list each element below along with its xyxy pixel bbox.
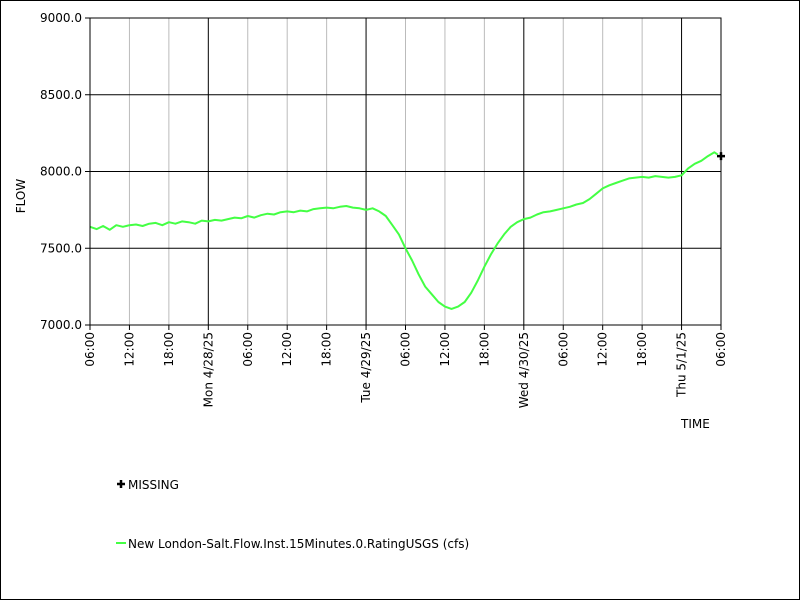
- x-tick-label: 06:00: [714, 332, 728, 367]
- x-tick-label: 06:00: [83, 332, 97, 367]
- y-tick-label: 8000.0: [40, 165, 82, 179]
- grid: [89, 17, 722, 326]
- y-tick-label: 8500.0: [40, 88, 82, 102]
- axes: 06:00 12:00 18:00 Mon 4/28/25 06:00 12:00 18:0…: [40, 11, 728, 408]
- x-tick-label: Mon 4/28/25: [201, 332, 215, 407]
- x-tick-label: 12:00: [596, 332, 610, 367]
- x-axis-label: TIME: [680, 417, 710, 431]
- x-tick-label: 12:00: [122, 332, 136, 367]
- x-tick-label: 06:00: [556, 332, 570, 367]
- x-tick-label: Tue 4/29/25: [359, 332, 373, 404]
- legend-item-missing: MISSING: [117, 478, 179, 492]
- legend-item-series: New London-Salt.Flow.Inst.15Minutes.0.Ra…: [116, 537, 469, 551]
- legend: MISSING New London-Salt.Flow.Inst.15Minu…: [116, 478, 469, 551]
- x-tick-label: 18:00: [477, 332, 491, 367]
- y-tick-label: 7500.0: [40, 241, 82, 255]
- y-axis-label: FLOW: [14, 179, 28, 214]
- series-layer: [89, 151, 725, 310]
- x-tick-label: 18:00: [635, 332, 649, 367]
- series-line: [89, 151, 719, 310]
- x-tick-label: Wed 4/30/25: [517, 332, 531, 408]
- x-tick-label: Thu 5/1/25: [675, 332, 689, 398]
- x-tick-label: 12:00: [280, 332, 294, 367]
- plot-area-border: [89, 17, 722, 326]
- x-tick-label: 06:00: [241, 332, 255, 367]
- y-tick-label: 9000.0: [40, 11, 82, 25]
- plus-icon: [117, 480, 125, 488]
- legend-label-series: New London-Salt.Flow.Inst.15Minutes.0.Ra…: [128, 537, 469, 551]
- x-tick-label: 12:00: [438, 332, 452, 367]
- x-tick-label: 18:00: [320, 332, 334, 367]
- legend-label-missing: MISSING: [128, 478, 179, 492]
- x-tick-label: 06:00: [399, 332, 413, 367]
- x-tick-label: 18:00: [162, 332, 176, 367]
- y-tick-label: 7000.0: [40, 318, 82, 332]
